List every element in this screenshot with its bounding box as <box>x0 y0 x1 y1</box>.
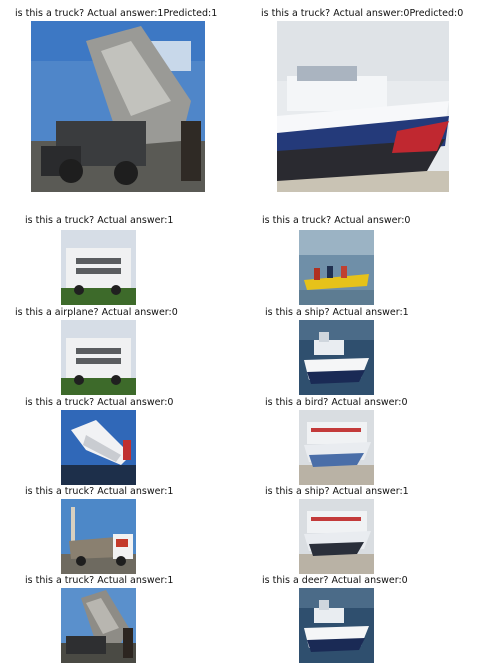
caption-row5-left: is this a truck? Actual answer:1 <box>25 575 173 587</box>
caption-actual: Actual answer:1 <box>332 486 409 497</box>
caption-row1-left: is this a truck? Actual answer:1 <box>25 215 173 227</box>
caption-row2-right: is this a ship? Actual answer:1 <box>265 307 409 319</box>
caption-actual: Actual answer:0 <box>334 215 411 226</box>
caption-question: is this a truck? <box>25 486 95 497</box>
caption-top-right: is this a truck? Actual answer:0Predicte… <box>261 8 463 20</box>
ship-image-small <box>299 320 374 395</box>
truck-van-image-2 <box>61 320 136 395</box>
airplane-image <box>61 410 136 485</box>
caption-actual: Actual answer:0 <box>331 397 408 408</box>
banana-boat-image <box>299 230 374 305</box>
caption-actual: Actual answer:0 <box>331 575 408 586</box>
caption-actual: Actual answer:0 <box>333 8 410 19</box>
truck-crane-image <box>61 499 136 574</box>
caption-question: is this a airplane? <box>15 307 99 318</box>
caption-actual: Actual answer:0 <box>101 307 178 318</box>
caption-actual: Actual answer:1 <box>332 307 409 318</box>
caption-question: is this a truck? <box>25 575 95 586</box>
caption-predicted: Predicted:1 <box>163 8 218 19</box>
caption-predicted: Predicted:0 <box>409 8 464 19</box>
caption-question: is this a truck? <box>25 397 95 408</box>
caption-row4-right: is this a ship? Actual answer:1 <box>265 486 409 498</box>
caption-question: is this a deer? <box>262 575 329 586</box>
caption-question: is this a ship? <box>265 486 330 497</box>
truck-van-image <box>61 230 136 305</box>
caption-question: is this a truck? <box>15 8 85 19</box>
caption-top-left: is this a truck? Actual answer:1Predicte… <box>15 8 217 20</box>
caption-actual: Actual answer:1 <box>97 575 174 586</box>
ship-boat-image-2 <box>299 499 374 574</box>
caption-question: is this a truck? <box>25 215 95 226</box>
caption-row4-left: is this a truck? Actual answer:1 <box>25 486 173 498</box>
ship-image-small-2 <box>299 588 374 663</box>
caption-question: is this a truck? <box>261 8 331 19</box>
caption-actual: Actual answer:0 <box>97 397 174 408</box>
caption-question: is this a bird? <box>265 397 329 408</box>
caption-row5-right: is this a deer? Actual answer:0 <box>262 575 408 587</box>
caption-question: is this a ship? <box>265 307 330 318</box>
truck-dump-image-small <box>61 588 136 663</box>
caption-question: is this a truck? <box>262 215 332 226</box>
truck-dump-image-large <box>31 21 205 192</box>
ship-boat-image <box>299 410 374 485</box>
caption-actual: Actual answer:1 <box>97 215 174 226</box>
caption-row1-right: is this a truck? Actual answer:0 <box>262 215 410 227</box>
ship-image-large <box>277 21 449 192</box>
caption-actual: Actual answer:1 <box>87 8 164 19</box>
caption-actual: Actual answer:1 <box>97 486 174 497</box>
caption-row3-right: is this a bird? Actual answer:0 <box>265 397 408 409</box>
caption-row3-left: is this a truck? Actual answer:0 <box>25 397 173 409</box>
caption-row2-left: is this a airplane? Actual answer:0 <box>15 307 178 319</box>
